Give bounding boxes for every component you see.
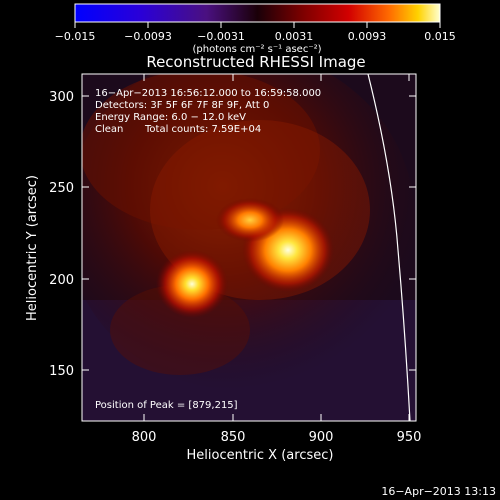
- solar-limb-line: [367, 74, 411, 421]
- x-axis: [143, 74, 410, 421]
- colorbar-tick-label: 0.0031: [275, 30, 314, 43]
- y-axis: [82, 95, 416, 371]
- method: Clean: [95, 124, 123, 135]
- observation-info: 16−Apr−2013 16:56:12.000 to 16:59:58.000…: [95, 88, 321, 411]
- colorbar-tick-label: 0.0093: [348, 30, 387, 43]
- x-tick-label: 850: [221, 430, 246, 445]
- flare-source-secondary: [216, 198, 284, 242]
- image-title: Reconstructed RHESSI Image: [146, 53, 365, 71]
- energy-range: Energy Range: 6.0 − 12.0 keV: [95, 112, 246, 123]
- x-tick-label: 900: [309, 430, 334, 445]
- footer-timestamp: 16−Apr−2013 13:13: [381, 485, 496, 498]
- flare-source-left: [156, 250, 228, 318]
- y-tick-label: 250: [49, 181, 74, 196]
- detectors: Detectors: 3F 5F 6F 7F 8F 9F, Att 0: [95, 100, 269, 111]
- x-axis-label: Heliocentric X (arcsec): [187, 448, 334, 463]
- y-tick-label: 150: [49, 364, 74, 379]
- time-range: 16−Apr−2013 16:56:12.000 to 16:59:58.000: [95, 88, 321, 99]
- colorbar-tick-label: −0.0093: [124, 30, 172, 43]
- y-axis-label: Heliocentric Y (arcsec): [25, 175, 40, 321]
- peak-position: Position of Peak = [879,215]: [95, 400, 238, 411]
- y-tick-label: 300: [49, 90, 74, 105]
- colorbar-ticks: [74, 22, 441, 28]
- colorbar-gradient: [74, 3, 441, 23]
- rhessi-image: [82, 74, 416, 421]
- colorbar-tick-label: −0.0031: [197, 30, 245, 43]
- x-tick-label: 950: [397, 430, 422, 445]
- colorbar-tick-label: 0.015: [424, 30, 456, 43]
- x-tick-label: 800: [132, 430, 157, 445]
- colorbar-unit-label: (photons cm⁻² s⁻¹ asec⁻²): [192, 44, 321, 55]
- y-tick-label: 200: [49, 273, 74, 288]
- colorbar-tick-label: −0.015: [55, 30, 96, 43]
- colorbar: −0.015 −0.0093 −0.0031 0.0031 0.0093 0.0…: [55, 3, 456, 55]
- total-counts: Total counts: 7.59E+04: [144, 124, 261, 135]
- plot-frame: [81, 73, 417, 422]
